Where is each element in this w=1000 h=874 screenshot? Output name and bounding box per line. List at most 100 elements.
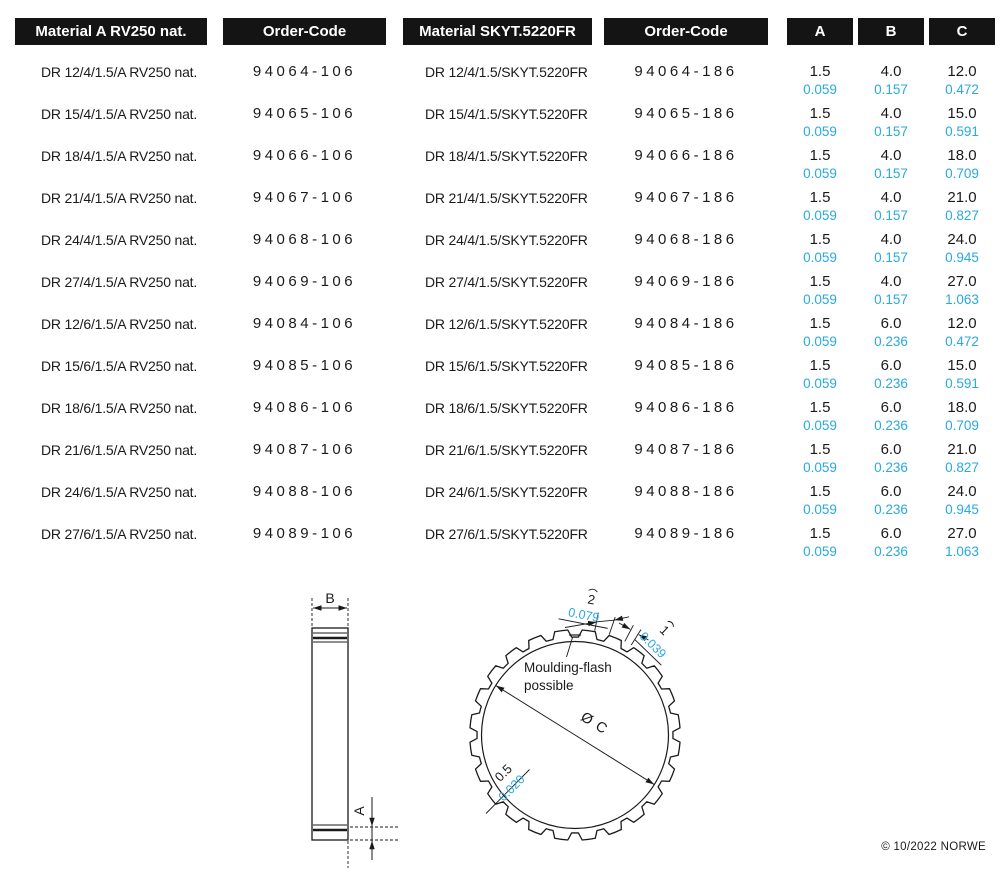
dim-c-cell: 12.0 0.472 [929, 314, 995, 356]
table-row: DR 12/4/1.5/A RV250 nat. 94064-106 DR 12… [15, 62, 995, 104]
dim-a-inch: 0.059 [803, 544, 837, 559]
order-code-a-cell: 94087-106 [252, 441, 357, 458]
order-code-a-cell: 94089-106 [252, 525, 357, 542]
table-row: DR 15/4/1.5/A RV250 nat. 94065-106 DR 15… [15, 104, 995, 146]
dim-c-mm: 15.0 [947, 105, 977, 122]
dim-c-inch: 1.063 [945, 292, 979, 307]
dim-a-inch: 0.059 [803, 250, 837, 265]
order-code-b-cell: 94089-186 [634, 525, 738, 542]
dim-b-cell: 6.0 0.236 [858, 398, 924, 440]
table-row: DR 18/4/1.5/A RV250 nat. 94066-106 DR 18… [15, 146, 995, 188]
tooth-width-dim-line [596, 619, 615, 623]
dim-b-inch: 0.236 [874, 334, 908, 349]
dim-a-inch: 0.059 [803, 208, 837, 223]
dim-b-mm: 4.0 [880, 189, 902, 206]
dim-b-mm: 4.0 [880, 231, 902, 248]
dim-b-inch: 0.236 [874, 544, 908, 559]
table-body: DR 12/4/1.5/A RV250 nat. 94064-106 DR 12… [15, 62, 995, 566]
dim-b-mm: 4.0 [880, 273, 902, 290]
dim-c-inch: 0.709 [945, 418, 979, 433]
dim-b-inch: 0.157 [874, 166, 908, 181]
material-a-cell: DR 15/6/1.5/A RV250 nat. [41, 358, 198, 374]
order-code-b-cell: 94068-186 [634, 231, 738, 248]
material-a-cell: DR 21/4/1.5/A RV250 nat. [41, 190, 198, 206]
tooth-gap-ext-1 [624, 624, 634, 642]
dim-c-cell: 27.0 1.063 [929, 272, 995, 314]
material-a-cell: DR 24/6/1.5/A RV250 nat. [41, 484, 198, 500]
dim-b-mm: 6.0 [880, 399, 902, 416]
material-a-cell: DR 27/4/1.5/A RV250 nat. [41, 274, 198, 290]
dim-a-inch: 0.059 [803, 82, 837, 97]
order-code-a-cell: 94069-106 [252, 273, 357, 290]
dim-b-cell: 4.0 0.157 [858, 146, 924, 188]
dim-a-cell: 1.5 0.059 [787, 188, 853, 230]
header-material-b: Material SKYT.5220FR [403, 18, 592, 45]
order-code-a-cell: 94084-106 [252, 315, 357, 332]
dim-c-cell: 12.0 0.472 [929, 62, 995, 104]
dim-b-mm: 4.0 [880, 63, 902, 80]
dim-c-cell: 18.0 0.709 [929, 398, 995, 440]
order-code-b-cell: 94088-186 [634, 483, 738, 500]
dim-b-mm: 6.0 [880, 357, 902, 374]
dim-a-cell: 1.5 0.059 [787, 398, 853, 440]
dim-b-cell: 6.0 0.236 [858, 440, 924, 482]
wall-dim-leader [485, 769, 530, 814]
material-a-cell: DR 18/6/1.5/A RV250 nat. [41, 400, 198, 416]
tooth-width-mm-label: 2 [586, 592, 596, 608]
order-code-a-cell: 94085-106 [252, 357, 357, 374]
dim-c-inch: 0.709 [945, 166, 979, 181]
tooth-gap-inch-underline [634, 639, 662, 666]
dim-b-mm: 6.0 [880, 525, 902, 542]
moulding-flash-note-line1: Moulding-flash [524, 660, 612, 675]
dim-a-mm: 1.5 [809, 273, 831, 290]
dim-b-inch: 0.236 [874, 502, 908, 517]
order-code-a-cell: 94065-106 [252, 105, 357, 122]
dim-c-mm: 18.0 [947, 399, 977, 416]
material-a-cell: DR 18/4/1.5/A RV250 nat. [41, 148, 198, 164]
material-b-cell: DR 24/4/1.5/SKYT.5220FR [425, 232, 588, 248]
dim-b-cell: 6.0 0.236 [858, 482, 924, 524]
dim-c-mm: 12.0 [947, 63, 977, 80]
tooth-width-mm-group: 2 [586, 588, 598, 608]
dim-c-mm: 12.0 [947, 315, 977, 332]
dim-a-cell: 1.5 0.059 [787, 62, 853, 104]
header-dim-a: A [787, 18, 853, 45]
copyright-notice: © 10/2022 NORWE [881, 841, 986, 853]
dim-a-inch: 0.059 [803, 418, 837, 433]
tooth-width-arrow-right [614, 615, 630, 621]
table-header-row: Material A RV250 nat. Order-Code Materia… [15, 18, 995, 45]
dim-a-mm: 1.5 [809, 483, 831, 500]
tooth-width-inch-label: 0.079 [567, 605, 600, 625]
table-row: DR 21/6/1.5/A RV250 nat. 94087-106 DR 21… [15, 440, 995, 482]
dim-b-mm: 4.0 [880, 147, 902, 164]
dim-b-inch: 0.157 [874, 292, 908, 307]
order-code-b-cell: 94086-186 [634, 399, 738, 416]
dim-b-cell: 4.0 0.157 [858, 104, 924, 146]
order-code-b-cell: 94085-186 [634, 357, 738, 374]
dim-c-mm: 15.0 [947, 357, 977, 374]
dim-a-label: A [351, 806, 367, 816]
dim-c-inch: 0.945 [945, 250, 979, 265]
tooth-gap-mm-label: 1 [657, 622, 673, 638]
dim-b-inch: 0.157 [874, 82, 908, 97]
order-code-b-cell: 94067-186 [634, 189, 738, 206]
order-code-b-cell: 94087-186 [634, 441, 738, 458]
dim-c-inch: 1.063 [945, 544, 979, 559]
material-b-cell: DR 12/4/1.5/SKYT.5220FR [425, 64, 588, 80]
tooth-gap-arrow-left [618, 622, 631, 630]
table-row: DR 27/6/1.5/A RV250 nat. 94089-106 DR 27… [15, 524, 995, 566]
dim-b-cell: 4.0 0.157 [858, 62, 924, 104]
dim-a-inch: 0.059 [803, 334, 837, 349]
dim-c-mm: 24.0 [947, 231, 977, 248]
dim-a-inch: 0.059 [803, 460, 837, 475]
dim-b-cell: 4.0 0.157 [858, 272, 924, 314]
material-b-cell: DR 27/6/1.5/SKYT.5220FR [425, 526, 588, 542]
dim-b-cell: 4.0 0.157 [858, 188, 924, 230]
dim-c-cell: 15.0 0.591 [929, 356, 995, 398]
tooth-width-inch-group: 0.079 [558, 605, 608, 629]
dim-c-inch: 0.827 [945, 460, 979, 475]
dim-a-inch: 0.059 [803, 502, 837, 517]
dim-a-cell: 1.5 0.059 [787, 356, 853, 398]
dim-a-mm: 1.5 [809, 357, 831, 374]
material-b-cell: DR 18/6/1.5/SKYT.5220FR [425, 400, 588, 416]
